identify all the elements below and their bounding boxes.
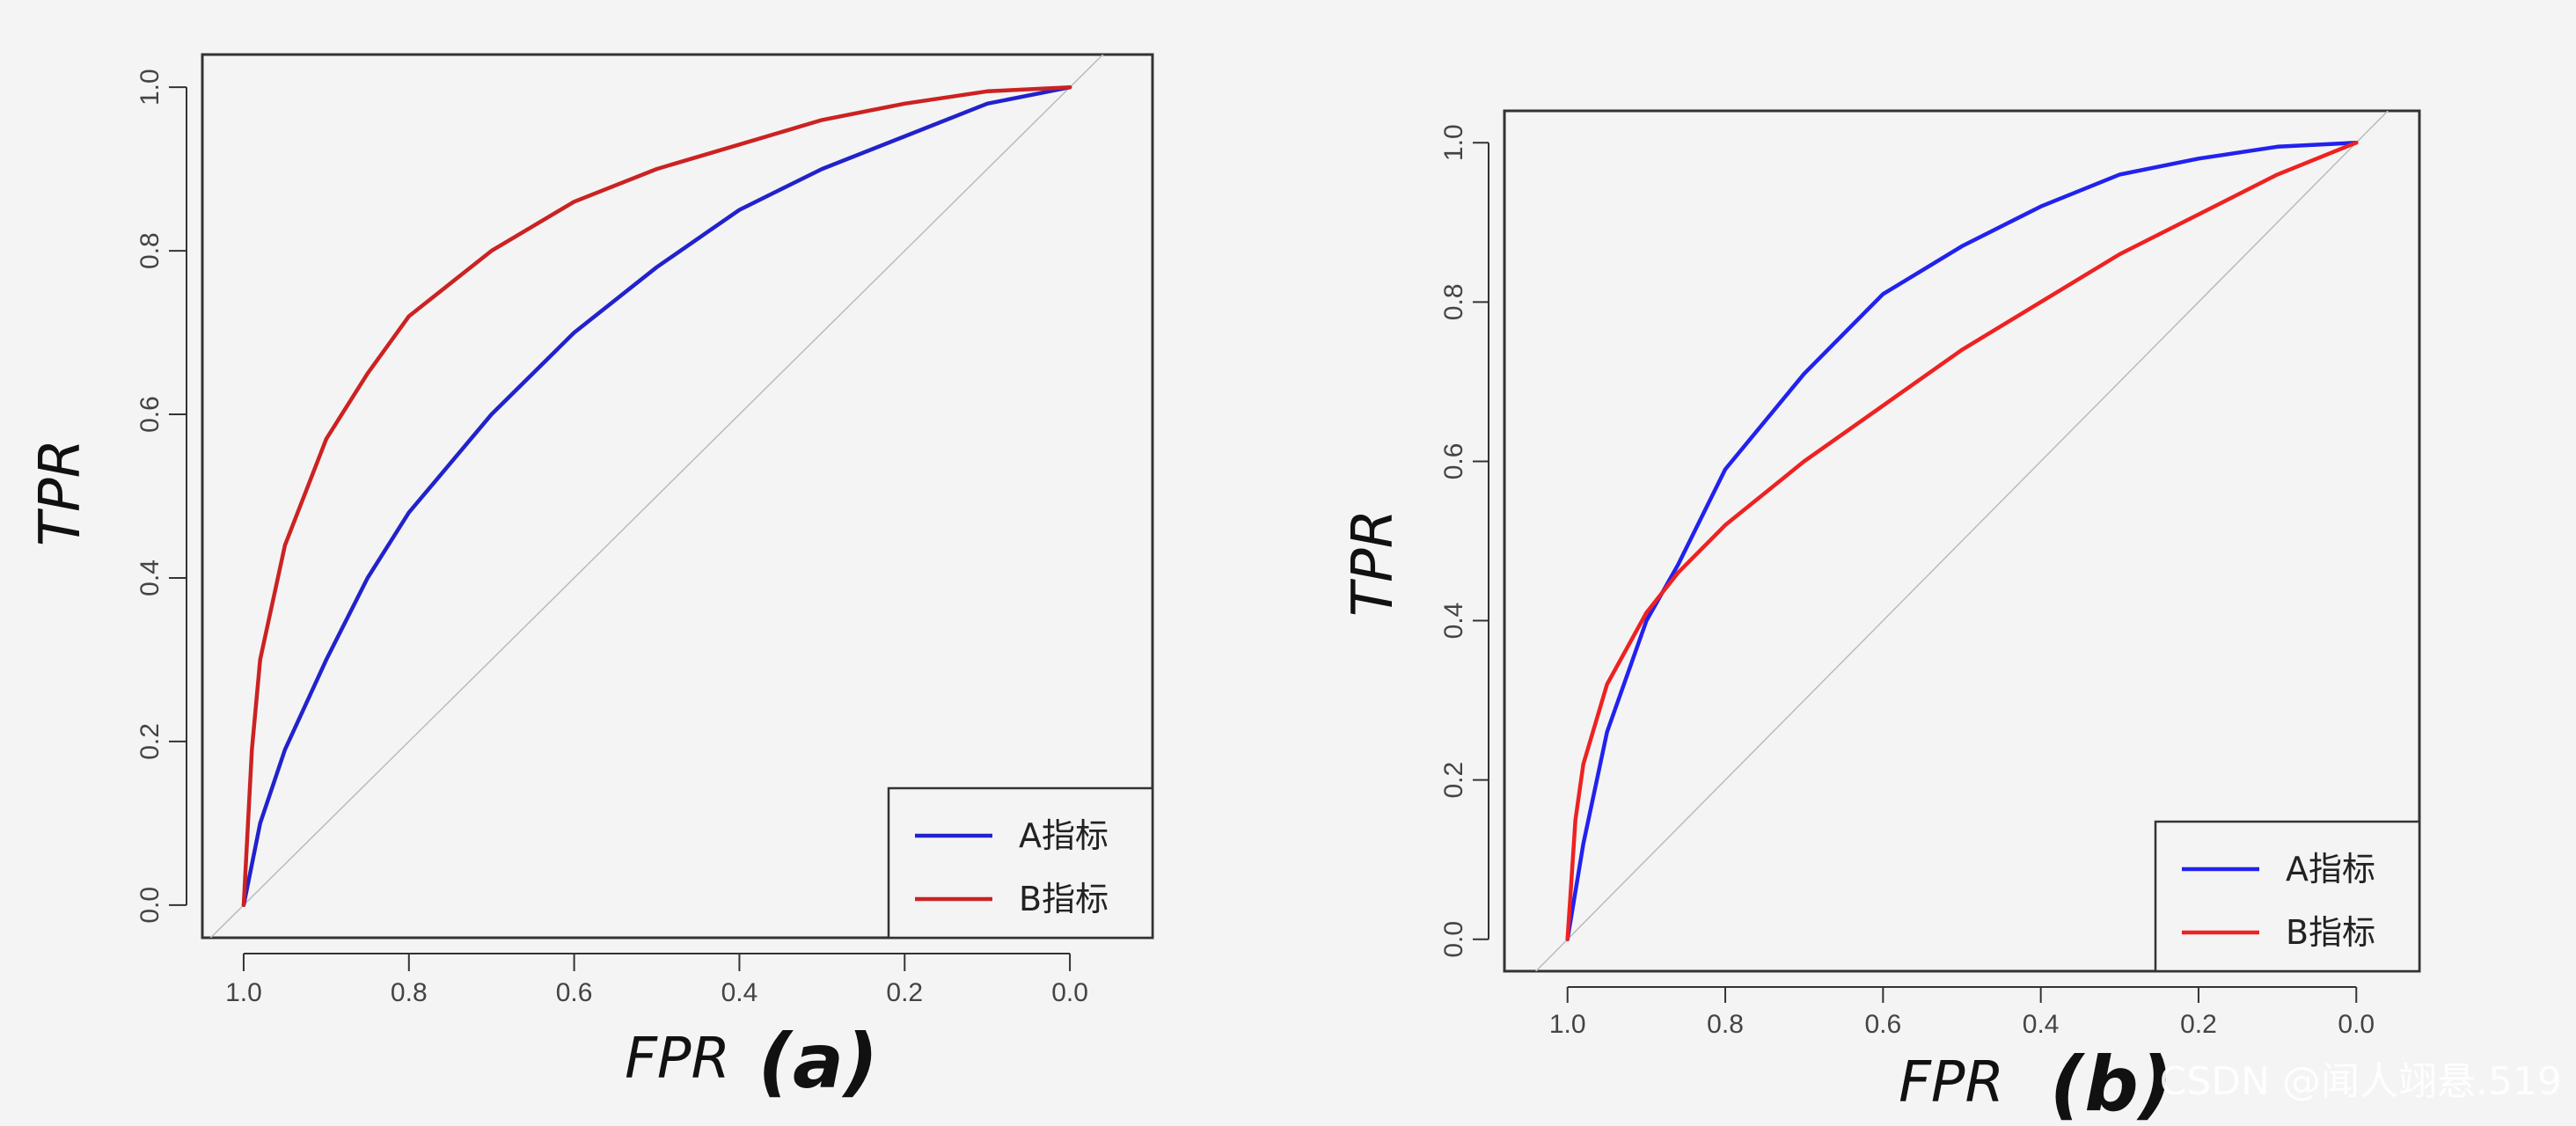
y-tick-label: 0.0 [135,887,165,924]
y-tick-label: 0.6 [1439,443,1468,480]
x-axis-title: FPR [625,1027,730,1092]
y-axis-title: TPR [1341,509,1406,617]
panel-b: 1.0 0.8 0.6 0.4 0.2 0.0 0.0 0.2 0.4 0.6 0.8 1.0 A指标 B… [1341,109,2421,1126]
y-tick-label: 1.0 [135,69,165,106]
legend-box [2154,820,2421,973]
series-line-a [1565,140,2359,942]
x-tick-label: 0.2 [2180,1010,2217,1039]
y-tick-label: 0.4 [1439,603,1468,640]
series-line-b [241,84,1072,908]
watermark-text: CSDN @闻人翊悬.519 [2160,1059,2562,1104]
legend-box [887,786,1154,940]
reference-diagonal-line [209,55,1104,938]
y-axis-title: TPR [28,439,93,546]
reference-diagonal-line [1534,111,2389,971]
x-axis-title: FPR [1899,1050,2004,1115]
y-tick-label: 0.0 [1439,921,1468,958]
x-tick-label: 1.0 [225,978,262,1007]
legend-label: B指标 [2286,913,2375,952]
x-tick-label: 0.6 [556,978,593,1007]
y-tick-label: 0.6 [135,396,165,433]
legend-label: B指标 [1019,880,1109,918]
y-tick-label: 0.2 [1439,762,1468,799]
legend-label: A指标 [2286,850,2375,888]
x-tick-label: 0.6 [1864,1010,1901,1039]
x-tick-label: 0.8 [391,978,428,1007]
panel-a: 1.0 0.8 0.6 0.4 0.2 0.0 0.0 0.2 0.4 0.6 0.8 1.0 A指标 B… [28,53,1154,1106]
x-tick-label: 1.0 [1549,1010,1586,1039]
panel-label: (a) [758,1018,879,1106]
y-tick-label: 0.8 [135,232,165,269]
y-tick-label: 0.2 [135,723,165,760]
y-tick-label: 1.0 [1439,124,1468,161]
x-tick-label: 0.2 [886,978,923,1007]
x-tick-label: 0.0 [1051,978,1088,1007]
panel-label: (b) [2050,1041,2173,1126]
x-tick-label: 0.8 [1707,1010,1744,1039]
x-tick-label: 0.4 [2023,1010,2060,1039]
series-line-a [241,84,1072,908]
legend-label: A指标 [1019,816,1109,855]
y-tick-label: 0.8 [1439,283,1468,320]
x-tick-label: 0.4 [721,978,758,1007]
series-line-b [1565,140,2359,942]
y-tick-label: 0.4 [135,559,165,596]
x-tick-label: 0.0 [2338,1010,2375,1039]
